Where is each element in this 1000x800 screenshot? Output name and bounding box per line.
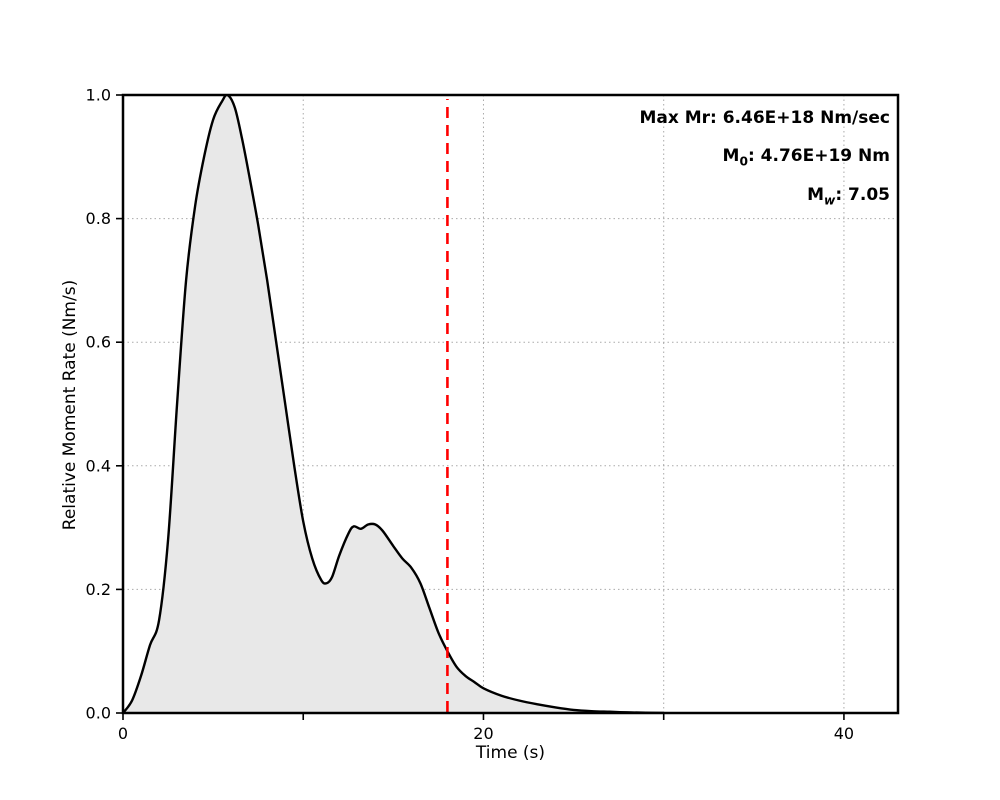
y-tick-label: 0.6 xyxy=(86,333,111,352)
annotation-text: : 7.05 xyxy=(835,184,890,205)
moment-rate-area-fill xyxy=(123,95,664,713)
moment-rate-curve xyxy=(123,95,664,713)
annotation-subscript: 0 xyxy=(739,154,748,169)
annotation-subscript: w xyxy=(824,193,836,208)
y-axis-label: Relative Moment Rate (Nm/s) xyxy=(60,279,80,531)
annotation-max-moment-rate: Max Mr: 6.46E+18 Nm/sec xyxy=(639,102,890,140)
annotation-seismic-moment: M0: 4.76E+19 Nm xyxy=(639,140,890,178)
y-tick-label: 0.4 xyxy=(86,456,111,475)
annotation-text: : 6.46E+18 Nm/sec xyxy=(710,108,890,128)
plot-border xyxy=(121,93,900,715)
y-tick-label: 1.0 xyxy=(86,86,111,105)
annotation-text: Max Mr xyxy=(639,108,711,128)
annotation-text: M xyxy=(722,146,740,167)
annotation-moment-magnitude: Mw: 7.05 xyxy=(639,179,890,217)
y-tick-label: 0.0 xyxy=(86,704,111,723)
annotation-text: M xyxy=(807,184,825,205)
y-tick-label: 0.8 xyxy=(86,209,111,228)
x-axis-label: Time (s) xyxy=(475,743,546,763)
y-tick-label: 0.2 xyxy=(86,580,111,599)
x-tick-label: 40 xyxy=(834,724,854,743)
x-tick-label: 20 xyxy=(473,724,493,743)
annotation-block: Max Mr: 6.46E+18 Nm/sec M0: 4.76E+19 Nm … xyxy=(639,102,890,217)
annotation-text: : 4.76E+19 Nm xyxy=(747,146,890,167)
x-tick-label: 0 xyxy=(118,724,128,743)
